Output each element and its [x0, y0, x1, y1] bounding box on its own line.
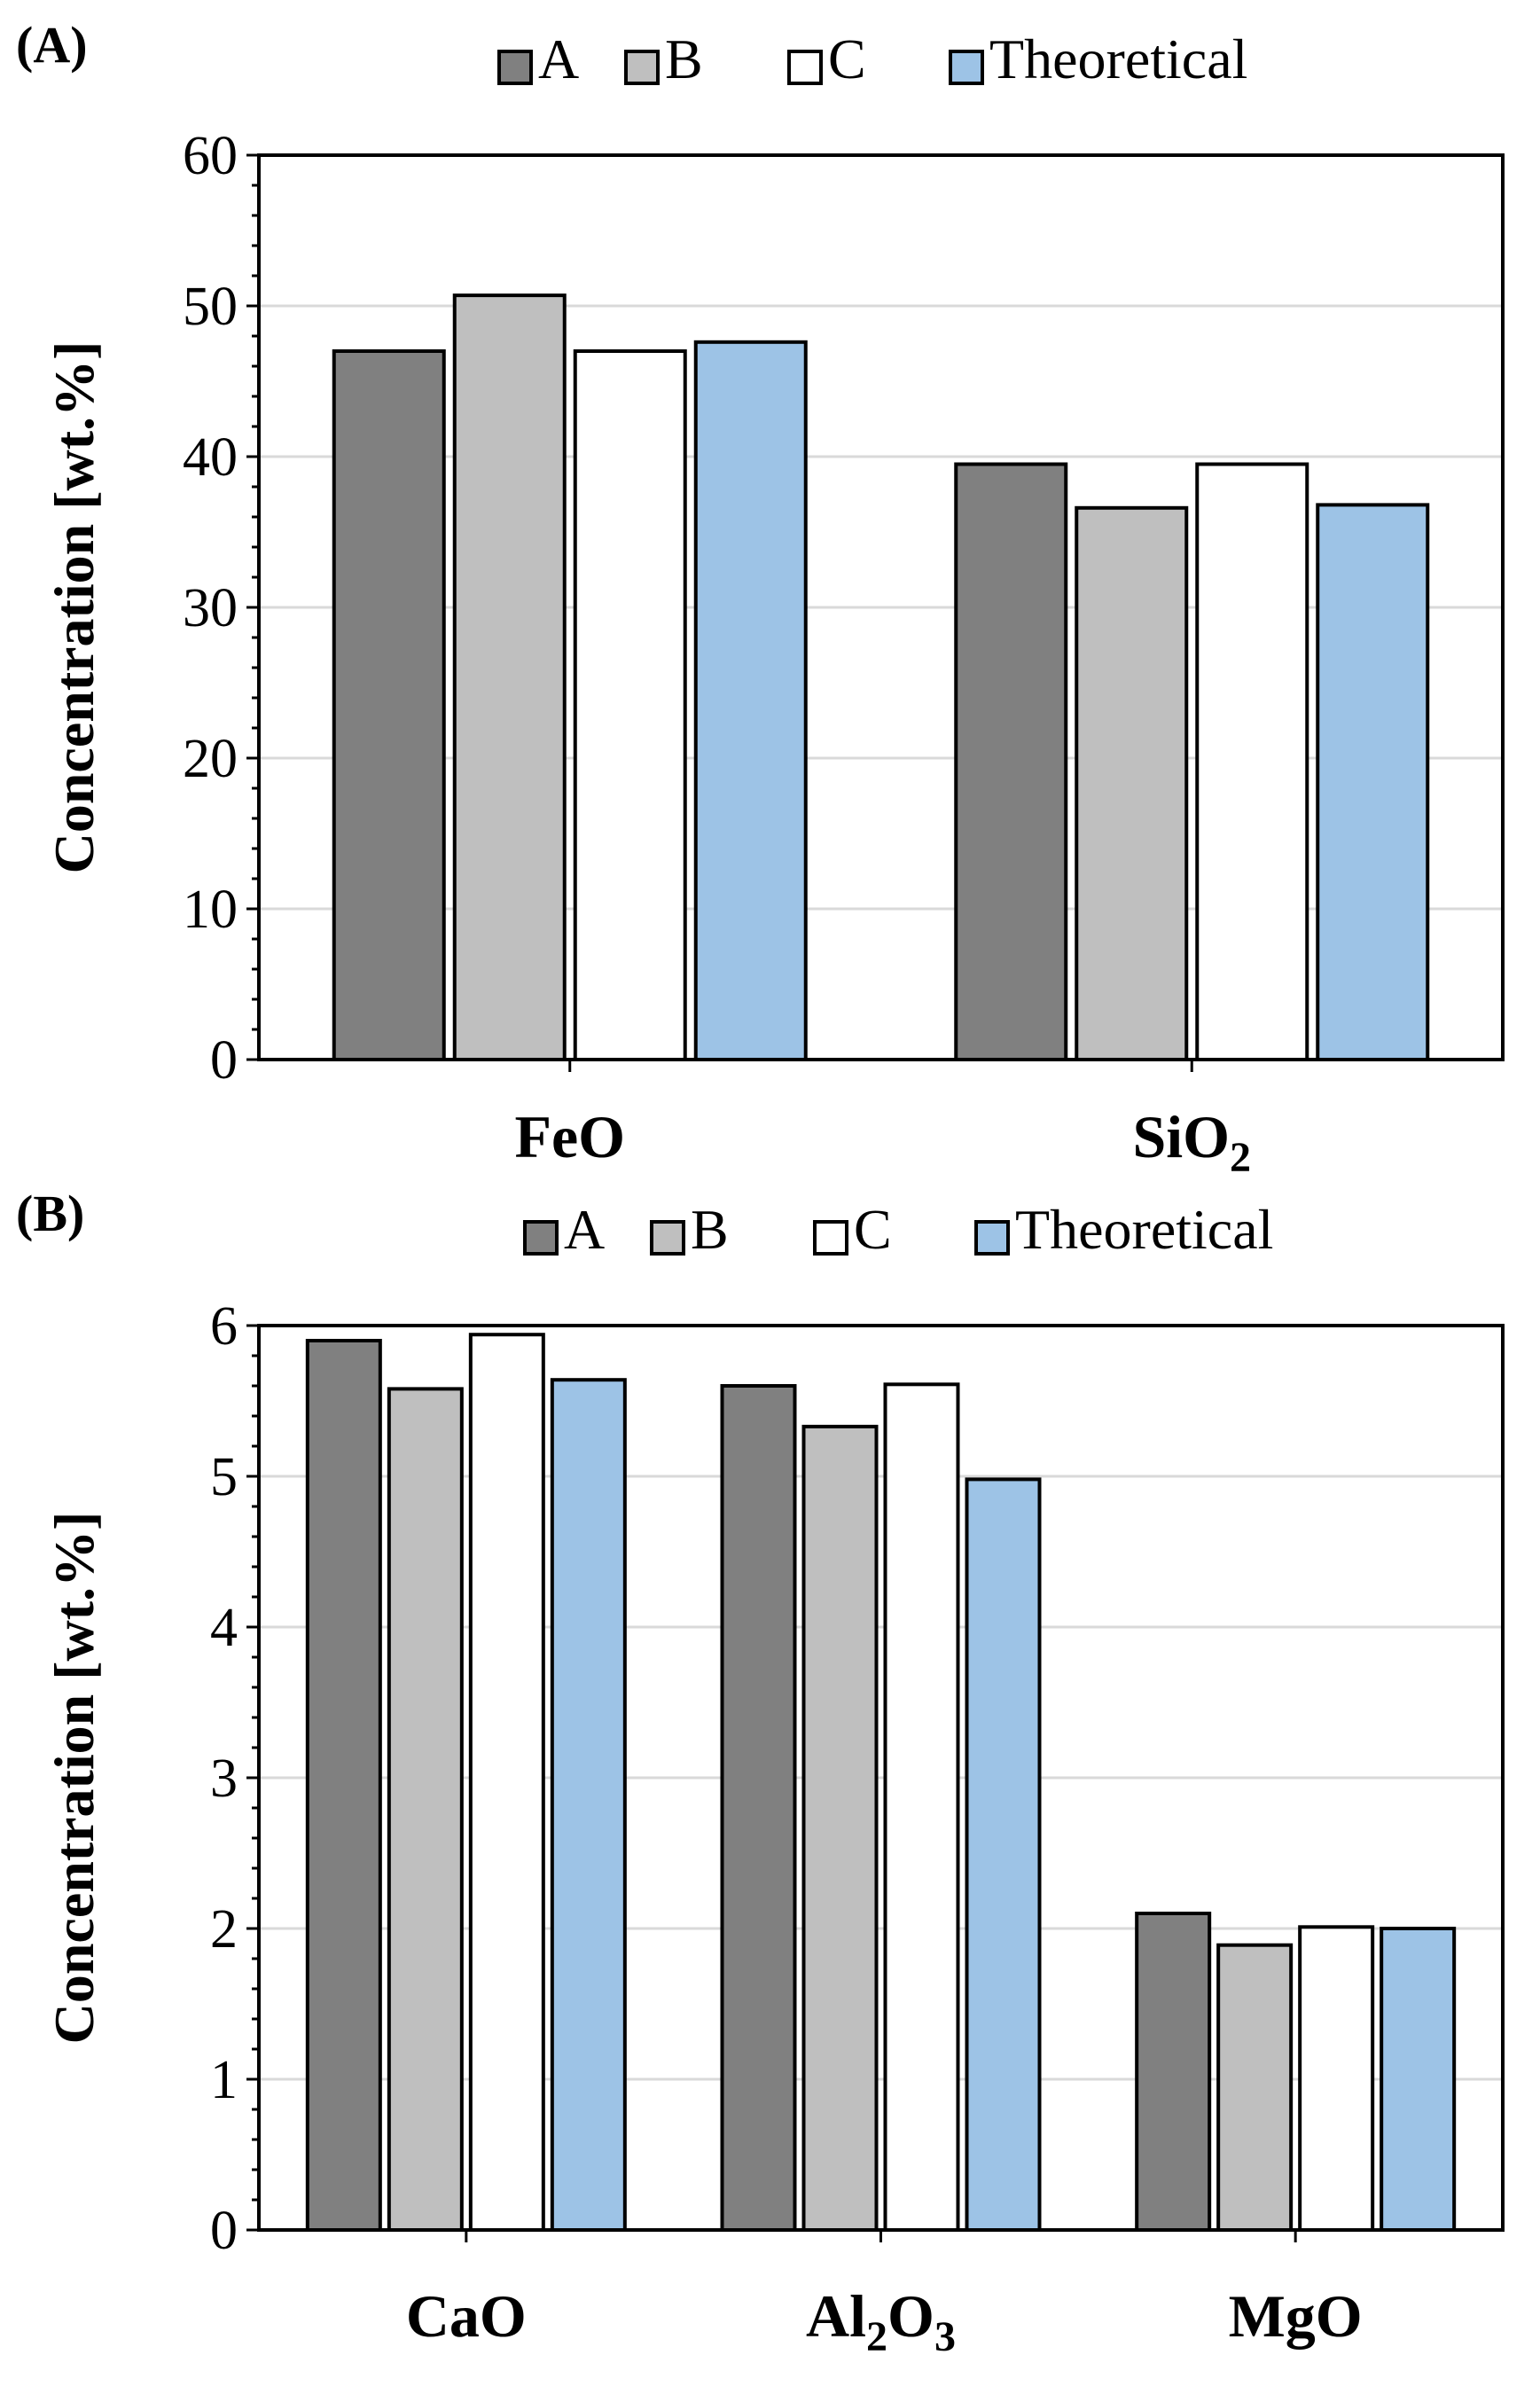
bar-b-feo [452, 293, 567, 1062]
cat-base2: O [887, 2282, 934, 2350]
bar-a-feo [332, 349, 446, 1061]
cat-subscript: 2 [866, 2313, 887, 2360]
cat-subscript2: 3 [934, 2313, 956, 2360]
bar-b-mgo [1216, 1943, 1294, 2232]
bar-c-feo [573, 349, 687, 1061]
y-axis-title: Concentration [wt.%] [43, 1512, 106, 2045]
legend: A B C Theoretical [497, 27, 1247, 90]
legend-label-a: A [538, 27, 579, 90]
y-tick-label: 40 [183, 427, 238, 488]
legend-label-theoretical: Theoretical [989, 27, 1247, 90]
y-tick-label: 6 [210, 1296, 238, 1357]
legend-label-c: C [854, 1198, 892, 1261]
bar-a-cao [305, 1339, 382, 2232]
y-tick-label: 10 [183, 880, 238, 940]
panel-label: (A) [16, 16, 88, 74]
legend-swatch-a [523, 1220, 559, 1256]
legend-label-b: B [665, 27, 703, 90]
bar-a-alo [720, 1384, 797, 2232]
legend-swatch-a [497, 50, 533, 85]
y-tick-label: 0 [210, 2201, 238, 2261]
bar-c-alo [883, 1382, 960, 2233]
x-category-label: Al2O3 [806, 2282, 956, 2360]
bar-theoretical-feo [693, 340, 808, 1061]
bar-a-sio [954, 462, 1068, 1061]
cat-base: CaO [406, 2282, 527, 2350]
panel-a: (A) 0 10 20 30 40 50 60 Concentration [wt.%] FeO S… [16, 16, 1505, 1181]
x-category-label: FeO [514, 1103, 625, 1170]
bar-c-mgo [1298, 1925, 1375, 2233]
legend-label-c: C [828, 27, 866, 90]
legend-swatch-theoretical [949, 50, 984, 85]
y-axis-title: Concentration [wt.%] [43, 341, 106, 874]
y-tick-label: 3 [210, 1749, 238, 1809]
y-tick-label: 0 [210, 1030, 238, 1091]
panel-label: (B) [16, 1185, 84, 1242]
bar-theoretical-sio [1316, 503, 1430, 1061]
y-tick-label: 1 [210, 2050, 238, 2110]
legend-label-theoretical: Theoretical [1015, 1198, 1273, 1261]
legend: A B C Theoretical [523, 1198, 1273, 1261]
bar-b-sio [1075, 505, 1189, 1061]
bar-b-cao [387, 1387, 464, 2232]
y-tick-label: 5 [210, 1447, 238, 1507]
cat-base: SiO [1132, 1103, 1230, 1170]
legend-swatch-c [813, 1220, 848, 1256]
y-tick-label: 60 [183, 126, 238, 186]
bar-c-sio [1195, 462, 1309, 1061]
x-category-label: SiO2 [1132, 1103, 1251, 1181]
y-tick-label: 50 [183, 277, 238, 337]
bar-theoretical-cao [550, 1378, 627, 2232]
legend-swatch-b [650, 1220, 685, 1256]
y-tick-label: 30 [183, 578, 238, 638]
cat-base: MgO [1229, 2282, 1363, 2350]
x-category-label: MgO [1229, 2282, 1363, 2350]
y-tick-label: 20 [183, 729, 238, 789]
legend-label-a: A [564, 1198, 605, 1261]
legend-swatch-c [787, 50, 823, 85]
legend-swatch-b [624, 50, 660, 85]
bar-theoretical-alo [965, 1477, 1042, 2232]
y-tick-label: 2 [210, 1899, 238, 1960]
y-tick-label: 4 [210, 1598, 238, 1658]
bar-c-cao [468, 1333, 545, 2232]
bar-b-alo [801, 1424, 879, 2232]
legend-swatch-theoretical [974, 1220, 1010, 1256]
x-category-label: CaO [406, 2282, 527, 2350]
cat-base: Al [806, 2282, 866, 2350]
cat-base: FeO [514, 1103, 625, 1170]
bar-theoretical-mgo [1380, 1927, 1457, 2232]
legend-label-b: B [691, 1198, 729, 1261]
cat-subscript: 2 [1230, 1134, 1251, 1181]
bar-a-mgo [1135, 1912, 1212, 2232]
